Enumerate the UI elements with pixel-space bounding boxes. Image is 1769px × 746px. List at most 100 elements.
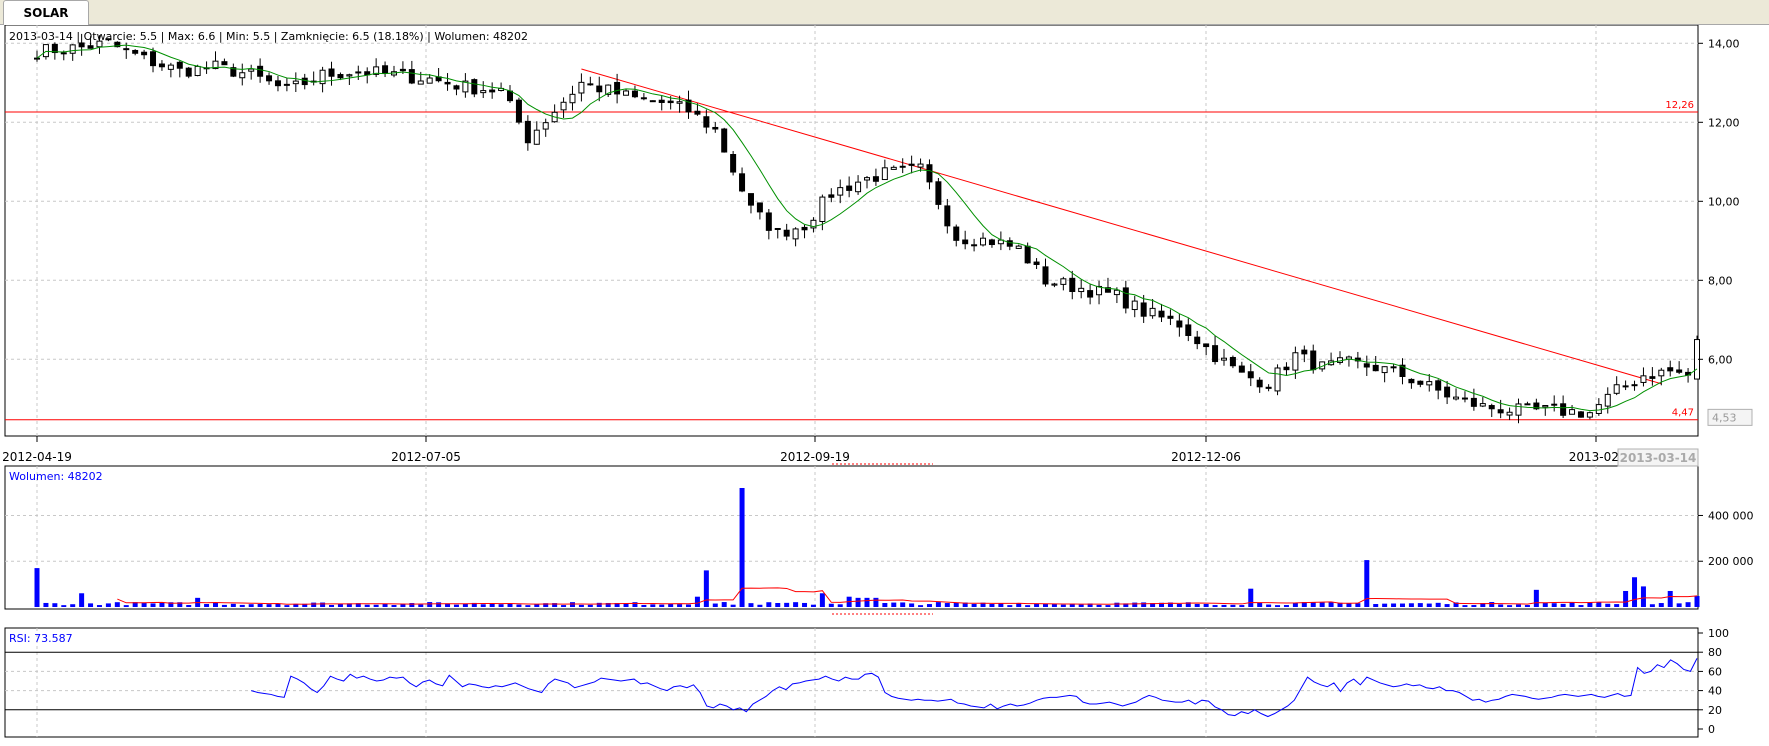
- candle-body: [1381, 366, 1388, 374]
- price-box: [1707, 408, 1753, 426]
- volume-bar: [1301, 602, 1307, 607]
- candle-body: [560, 101, 567, 111]
- candle-body: [1265, 386, 1272, 389]
- volume-bar: [364, 604, 370, 607]
- volume-bar: [1444, 604, 1450, 607]
- volume-bar: [828, 603, 834, 607]
- candle-body: [1104, 287, 1111, 293]
- date-tick-label: 2012-09-19: [780, 450, 850, 464]
- candle-body: [640, 97, 647, 100]
- candle-body: [239, 72, 246, 79]
- volume-bar: [516, 604, 522, 607]
- candle-body: [1515, 403, 1522, 416]
- candle-body: [578, 81, 585, 94]
- volume-label: Wolumen: 48202: [9, 470, 103, 483]
- volume-bar: [873, 597, 879, 607]
- volume-bar: [1399, 603, 1405, 607]
- volume-bar: [34, 568, 40, 607]
- candle-body: [453, 85, 460, 90]
- rsi-tick-label: 0: [1708, 723, 1715, 736]
- tab-solar[interactable]: SOLAR: [3, 0, 89, 25]
- candle-body: [444, 81, 451, 85]
- candle-body: [248, 68, 255, 72]
- candle-body: [212, 60, 219, 70]
- volume-bar: [757, 604, 763, 607]
- volume-bar: [1480, 603, 1486, 607]
- volume-bar: [891, 602, 897, 607]
- candle-body: [623, 90, 630, 96]
- candle-body: [1292, 352, 1299, 371]
- volume-bar: [284, 605, 290, 607]
- candle-body: [694, 110, 701, 115]
- volume-bar: [1034, 603, 1040, 607]
- volume-bar: [159, 602, 165, 607]
- candle-body: [150, 51, 157, 67]
- candle-body: [373, 66, 380, 75]
- volume-bar: [1489, 602, 1495, 607]
- trendline: [581, 68, 1662, 385]
- volume-bar: [587, 604, 593, 607]
- volume-bar: [1426, 603, 1432, 607]
- volume-bar: [61, 605, 67, 607]
- candle-body: [1640, 375, 1647, 383]
- candle-body: [1006, 240, 1013, 247]
- volume-bar: [1614, 604, 1620, 607]
- candle-body: [1658, 369, 1665, 377]
- volume-bar: [337, 603, 343, 607]
- rsi-tick-label: 80: [1708, 646, 1722, 659]
- volume-tick-label: 400 000: [1708, 509, 1754, 522]
- candle-body: [828, 194, 835, 198]
- volume-bar: [1667, 590, 1673, 607]
- volume-bar: [668, 603, 674, 607]
- volume-bar: [1230, 604, 1236, 607]
- date-tick-label: 2013-02-: [1569, 450, 1623, 464]
- volume-bar: [989, 604, 995, 607]
- volume-bar: [257, 603, 263, 607]
- volume-bar: [1337, 602, 1343, 607]
- candle-body: [1212, 345, 1219, 363]
- candle-body: [1399, 364, 1406, 378]
- date-tick-label: 2012-12-06: [1171, 450, 1241, 464]
- candle-body: [1238, 365, 1245, 373]
- candle-body: [890, 166, 897, 170]
- candle-body: [1256, 379, 1263, 388]
- volume-bar: [1685, 602, 1691, 607]
- volume-bar: [1078, 604, 1084, 607]
- volume-bar: [1373, 604, 1379, 607]
- price-tick-label: 8,00: [1708, 274, 1733, 287]
- candle-body: [1185, 324, 1192, 336]
- volume-bar: [1694, 595, 1700, 607]
- candle-body: [649, 100, 656, 103]
- volume-bar: [1132, 602, 1138, 607]
- volume-bar: [1533, 589, 1539, 607]
- candle-body: [1461, 397, 1468, 400]
- volume-bar: [1176, 603, 1182, 607]
- volume-bar: [1150, 603, 1156, 607]
- volume-bar: [1203, 603, 1209, 607]
- candle-body: [846, 185, 853, 191]
- candle-body: [542, 122, 549, 130]
- volume-bar: [427, 602, 433, 607]
- volume-bar: [998, 603, 1004, 607]
- volume-bar: [855, 597, 861, 607]
- candle-body: [462, 80, 469, 93]
- candle-body: [1363, 363, 1370, 368]
- price-tick-label: 12,00: [1708, 116, 1740, 129]
- volume-bar: [70, 604, 76, 607]
- volume-bar: [1498, 604, 1504, 607]
- candle-body: [1220, 357, 1227, 361]
- volume-bar: [150, 603, 156, 607]
- volume-bar: [1632, 577, 1638, 607]
- candle-body: [1301, 349, 1308, 355]
- volume-bar: [123, 605, 129, 607]
- candle-body: [980, 237, 987, 246]
- volume-bar: [88, 603, 94, 607]
- candle-body: [1667, 367, 1674, 372]
- volume-bar: [132, 602, 138, 607]
- volume-bar: [909, 603, 915, 607]
- candle-body: [881, 167, 888, 181]
- volume-bar: [935, 602, 941, 607]
- candle-body: [1203, 343, 1210, 348]
- candle-body: [51, 43, 58, 54]
- candle-body: [301, 77, 308, 86]
